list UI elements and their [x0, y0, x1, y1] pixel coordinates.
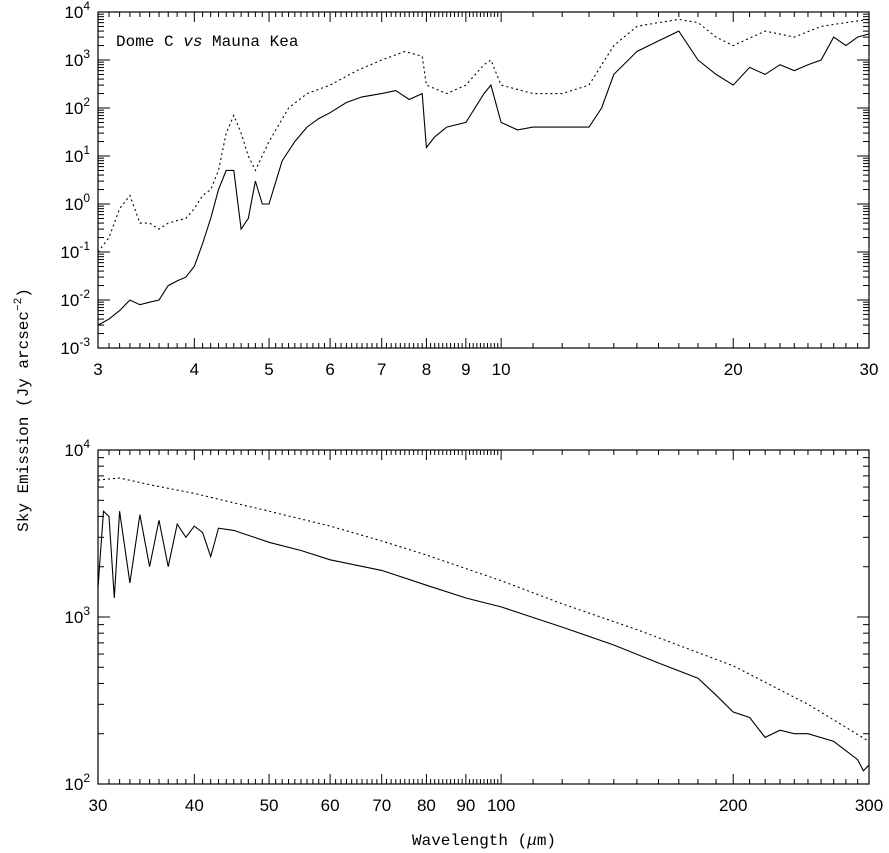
bottom-x-tick-label: 200 [719, 796, 747, 815]
top-series-solid [97, 30, 870, 326]
bottom-x-tick-label: 60 [321, 796, 340, 815]
top-series-dotted [97, 18, 870, 253]
top-y-tick-label: 104 [64, 0, 90, 22]
top-x-tick-label: 10 [492, 360, 511, 379]
annotation-part-3: Mauna Kea [202, 33, 298, 51]
top-y-tick-label: 10-2 [60, 287, 90, 310]
top-x-tick-label: 6 [325, 360, 334, 379]
top-y-tick-label: 100 [64, 191, 90, 214]
x-axis-label-main: Wavelength ( [412, 832, 527, 850]
bottom-frame [97, 449, 870, 785]
bottom-x-tick-label: 30 [89, 796, 108, 815]
y-axis-label: Sky Emission (Jy arcsec−2) [13, 288, 33, 532]
y-axis-label-main: Sky Emission (Jy arcsec [15, 311, 33, 532]
bottom-series-dotted [97, 477, 870, 742]
top-x-tick-label: 5 [264, 360, 273, 379]
bottom-y-tick-label: 102 [64, 771, 90, 794]
bottom-x-tick-label: 300 [855, 796, 883, 815]
top-x-tick-label: 30 [860, 360, 879, 379]
bottom-x-tick-label: 100 [487, 796, 515, 815]
top-x-tick-label: 20 [724, 360, 743, 379]
bottom-y-tick-label: 104 [64, 437, 90, 460]
top-x-tick-label: 8 [422, 360, 431, 379]
top-y-tick-label: 102 [64, 95, 90, 118]
bottom-panel: 30 40 50 60 70 80 90 100 200 300 102 103 104 [64, 437, 883, 815]
y-axis-label-sup: −2 [13, 298, 25, 311]
top-x-tick-label: 3 [93, 360, 102, 379]
y-axis-label-close: ) [15, 288, 33, 298]
bottom-x-tick-label: 80 [417, 796, 436, 815]
top-y-tick-label: 10-3 [60, 335, 90, 358]
annotation-part-2: vs [183, 33, 202, 51]
x-axis-label: Wavelength (μm) [412, 832, 556, 850]
top-x-tick-label: 4 [190, 360, 199, 379]
bottom-x-tick-label: 40 [185, 796, 204, 815]
bottom-y-tick-label: 103 [64, 604, 90, 627]
top-frame [97, 11, 870, 349]
chart-annotation: Dome C vs Mauna Kea [116, 33, 299, 51]
bottom-series-solid [97, 509, 870, 772]
x-axis-label-rest: m) [537, 832, 556, 850]
annotation-part-1: Dome C [116, 33, 183, 51]
top-y-tick-label: 10-1 [60, 239, 90, 262]
bottom-x-tick-label: 90 [456, 796, 475, 815]
x-axis-label-mu: μ [526, 832, 537, 850]
top-x-tick-label: 7 [377, 360, 386, 379]
top-x-tick-label: 9 [461, 360, 470, 379]
bottom-x-tick-label: 70 [372, 796, 391, 815]
top-y-tick-label: 103 [64, 47, 90, 70]
top-panel: 3 4 5 6 7 8 9 10 20 30 10-3 10-2 10-1 100 101 102 103 104 [60, 0, 878, 379]
top-y-tick-label: 101 [64, 143, 90, 166]
bottom-x-tick-label: 50 [260, 796, 279, 815]
